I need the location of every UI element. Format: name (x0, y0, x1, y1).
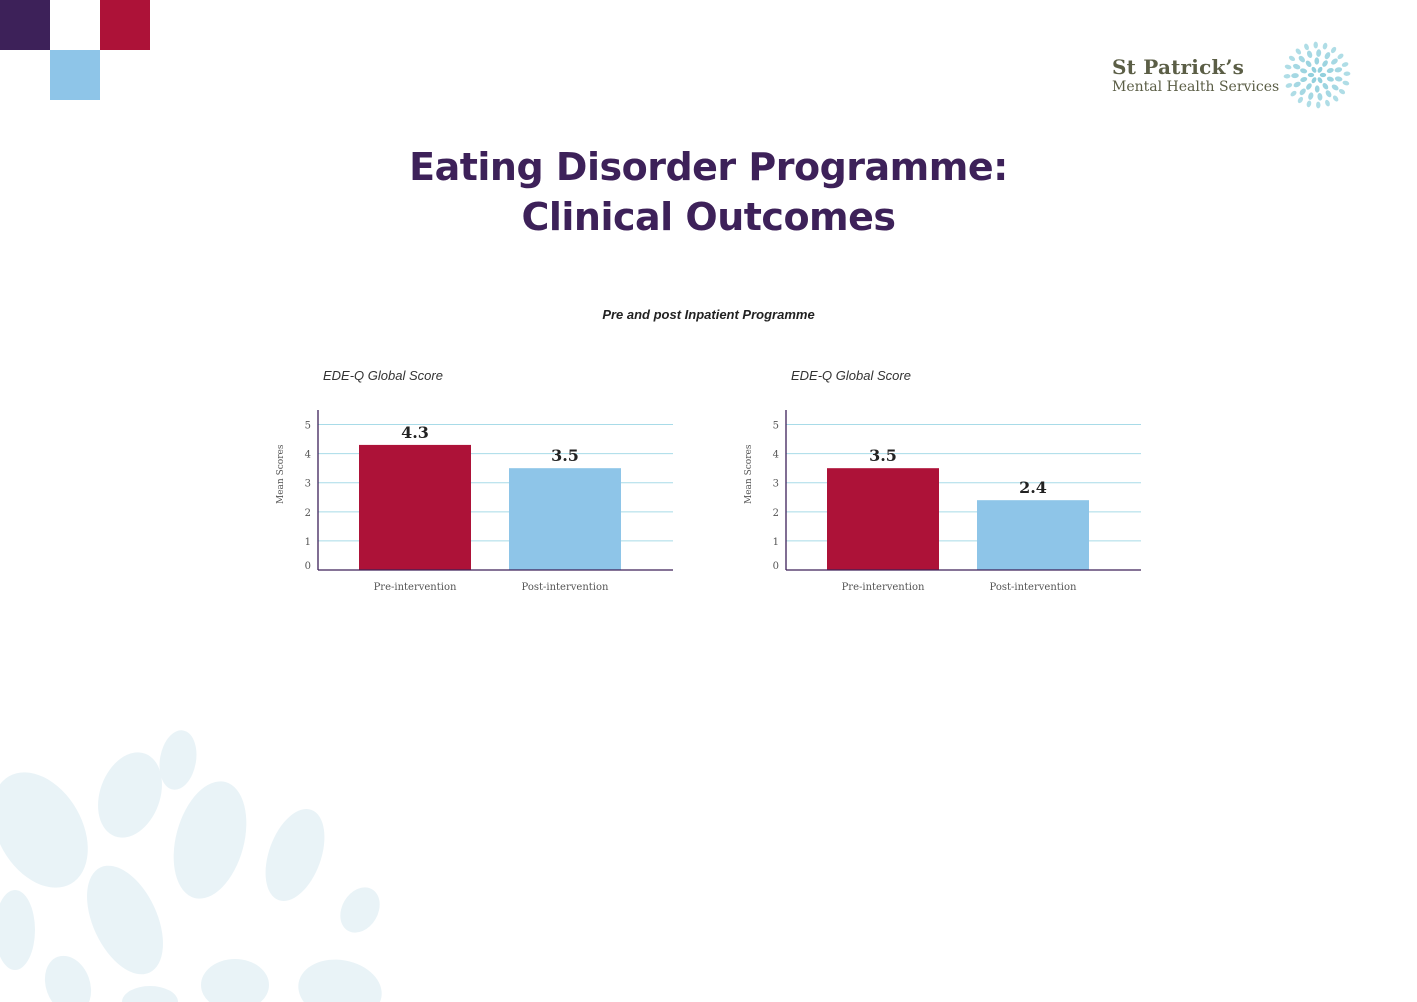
y-tick-label: 0 (773, 561, 779, 572)
y-tick-label: 3 (773, 479, 779, 490)
decor-square-purple (0, 0, 50, 50)
y-tick-label: 1 (305, 537, 311, 548)
data-label: 3.5 (869, 446, 897, 465)
y-tick-label: 5 (305, 421, 311, 432)
logo-name: St Patrick’s (1112, 55, 1245, 79)
y-tick-label: 4 (773, 450, 779, 461)
data-label: 2.4 (1019, 478, 1047, 497)
brand-logo: St Patrick’s Mental Health Services (1112, 40, 1357, 112)
bar-pre-intervention (359, 444, 471, 570)
data-label: 3.5 (551, 446, 579, 465)
chart-title: EDE-Q Global Score (323, 368, 443, 383)
x-tick-label: Post-intervention (522, 582, 609, 593)
y-tick-label: 1 (773, 537, 779, 548)
x-tick-label: Pre-intervention (842, 582, 925, 593)
y-tick-label: 0 (305, 561, 311, 572)
x-tick-label: Pre-intervention (374, 582, 457, 593)
bar-pre-intervention (827, 468, 939, 570)
title-line-2: Clinical Outcomes (521, 195, 896, 239)
chart-plot: 0 1 2 3 4 5 4.3 Pre-intervention 3.5 Post-interve… (305, 410, 673, 593)
y-tick-label: 3 (305, 479, 311, 490)
y-tick-label: 2 (773, 508, 779, 519)
decor-square-blue (50, 50, 100, 100)
chart-plot: 0 1 2 3 4 5 3.5 Pre-intervention 2.4 Post-interve… (773, 410, 1141, 593)
x-tick-label: Post-intervention (990, 582, 1077, 593)
logo-subtitle: Mental Health Services (1112, 79, 1280, 95)
chart-title: EDE-Q Global Score (791, 368, 911, 383)
decor-square-red (100, 0, 150, 50)
bar-post-intervention (509, 468, 621, 570)
data-label: 4.3 (401, 423, 429, 442)
bar-chart-2: EDE-Q Global Score Mean Scores 0 1 2 3 4 5 3.5… (738, 360, 1158, 610)
flower-logo-icon (1283, 41, 1351, 109)
bar-chart-1: EDE-Q Global Score Mean Scores 0 1 2 3 4 5 4.3… (270, 360, 690, 610)
y-tick-label: 5 (773, 421, 779, 432)
page-title: Eating Disorder Programme: Clinical Outc… (0, 142, 1417, 242)
y-tick-label: 2 (305, 508, 311, 519)
title-line-1: Eating Disorder Programme: (409, 145, 1008, 189)
bar-post-intervention (977, 500, 1089, 570)
y-tick-label: 4 (305, 450, 311, 461)
page-subtitle: Pre and post Inpatient Programme (602, 307, 815, 322)
decorative-leaf-pattern (0, 730, 382, 1002)
